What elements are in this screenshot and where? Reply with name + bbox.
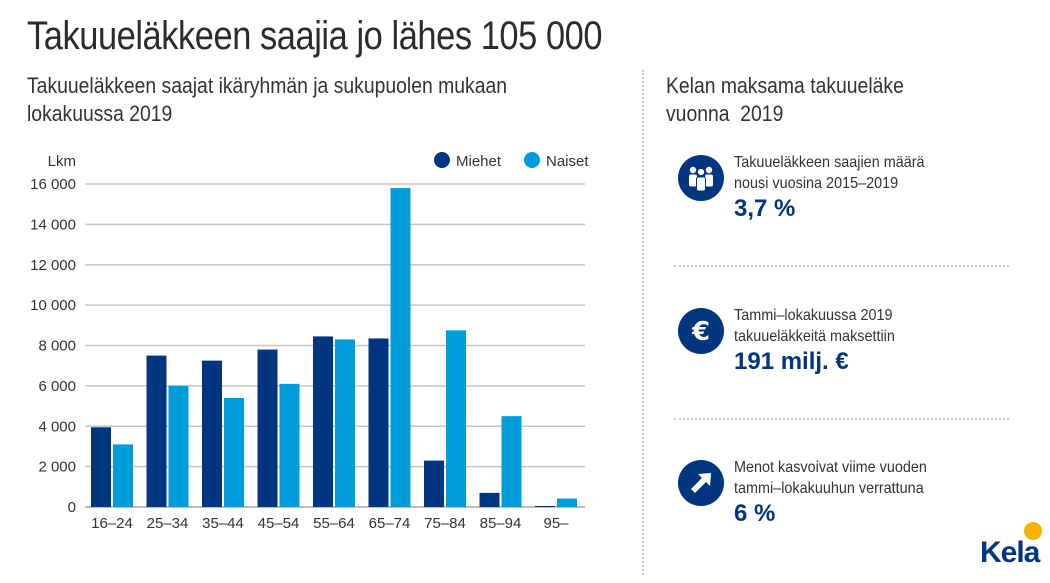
y-axis-ticks: 0 2 000 4 000 6 000 8 000 10 000 12 000 14 000 1…: [30, 176, 76, 516]
kela-logo: Kela: [980, 522, 1042, 572]
arrow-up-right-icon: [678, 460, 724, 506]
x-tick-label: 65–74: [369, 515, 411, 532]
bar-miehet: [91, 427, 111, 507]
stat-line: Tammi–lokakuussa 2019: [734, 307, 893, 324]
bar-naiset: [335, 339, 355, 507]
bar-miehet: [146, 355, 167, 507]
horizontal-divider: [674, 265, 1009, 267]
legend-label: Miehet: [456, 153, 502, 170]
y-tick-label: 14 000: [30, 216, 76, 233]
stat-line: Takuueläkkeen saajien määrä: [734, 154, 925, 171]
bar-miehet: [535, 505, 555, 507]
stat-line: tammi–lokakuuhun verrattuna: [734, 480, 924, 497]
x-tick-label: 85–94: [480, 515, 522, 532]
bars: [91, 188, 577, 507]
y-tick-label: 4 000: [38, 418, 76, 435]
stat-line: takuueläkkeitä maksettiin: [734, 328, 895, 345]
stat-value: 191 milj. €: [734, 348, 849, 375]
bar-naiset: [279, 383, 300, 507]
bar-chart: Lkm 0 2 000 4 000 6 000 8 000 10 000 12 000 14 …: [30, 152, 589, 532]
x-tick-label: 25–34: [147, 515, 189, 532]
svg-text:€: €: [691, 317, 710, 347]
x-tick-label: 55–64: [313, 515, 355, 532]
bar-miehet: [424, 460, 444, 507]
legend-swatch-naiset: [524, 152, 540, 168]
bar-miehet: [257, 349, 278, 507]
x-tick-label: 35–44: [202, 515, 244, 532]
kela-logo-badge-icon: [1024, 522, 1042, 540]
x-tick-label: 45–54: [258, 515, 300, 532]
legend-label: Naiset: [546, 153, 589, 170]
stat-line: nousi vuosina 2015–2019: [734, 175, 899, 192]
bar-naiset: [224, 397, 244, 507]
legend: Miehet Naiset: [434, 152, 589, 170]
people-group-icon: [678, 155, 724, 201]
bar-miehet: [368, 338, 389, 507]
y-tick-label: 16 000: [30, 176, 76, 193]
y-tick-label: 12 000: [30, 257, 76, 274]
stat-line: Menot kasvoivat viime vuoden: [734, 459, 927, 476]
page-title: Takuueläkkeen saajia jo lähes 105 000: [27, 14, 603, 58]
bar-naiset: [557, 498, 577, 507]
x-axis-ticks: 16–24 25–34 35–44 45–54 55–64 65–74 75–84 85–94…: [91, 515, 569, 532]
stat-value: 3,7 %: [734, 195, 796, 222]
legend-swatch-miehet: [434, 152, 450, 168]
x-tick-label: 16–24: [91, 515, 133, 532]
x-tick-label: 75–84: [424, 515, 466, 532]
bar-naiset: [113, 444, 133, 507]
chart-subtitle: Takuueläkkeen saajat ikäryhmän ja sukupu…: [27, 72, 507, 128]
y-tick-label: 0: [68, 499, 76, 516]
vertical-divider: [642, 70, 644, 575]
bar-miehet: [313, 336, 333, 507]
chart-subtitle-line1: Takuueläkkeen saajat ikäryhmän ja sukupu…: [27, 73, 507, 98]
bar-naiset: [501, 416, 522, 507]
right-panel-title: Kelan maksama takuueläke vuonna 2019: [666, 73, 904, 126]
bar-naiset: [168, 385, 189, 507]
euro-icon: €: [678, 308, 724, 354]
y-tick-label: 10 000: [30, 297, 76, 314]
horizontal-divider: [674, 418, 1009, 420]
x-tick-label: 95–: [543, 515, 569, 532]
bar-naiset: [446, 330, 466, 507]
y-tick-label: 8 000: [38, 338, 76, 355]
kela-logo-text: Kela: [980, 536, 1040, 569]
bar-miehet: [479, 492, 500, 507]
y-tick-label: 2 000: [38, 459, 76, 476]
chart-subtitle-line2: lokakuussa 2019: [27, 101, 173, 126]
y-tick-label: 6 000: [38, 378, 76, 395]
stat-value: 6 %: [734, 500, 776, 527]
y-axis-label: Lkm: [48, 153, 76, 170]
bar-naiset: [390, 188, 411, 507]
bar-miehet: [202, 360, 222, 507]
